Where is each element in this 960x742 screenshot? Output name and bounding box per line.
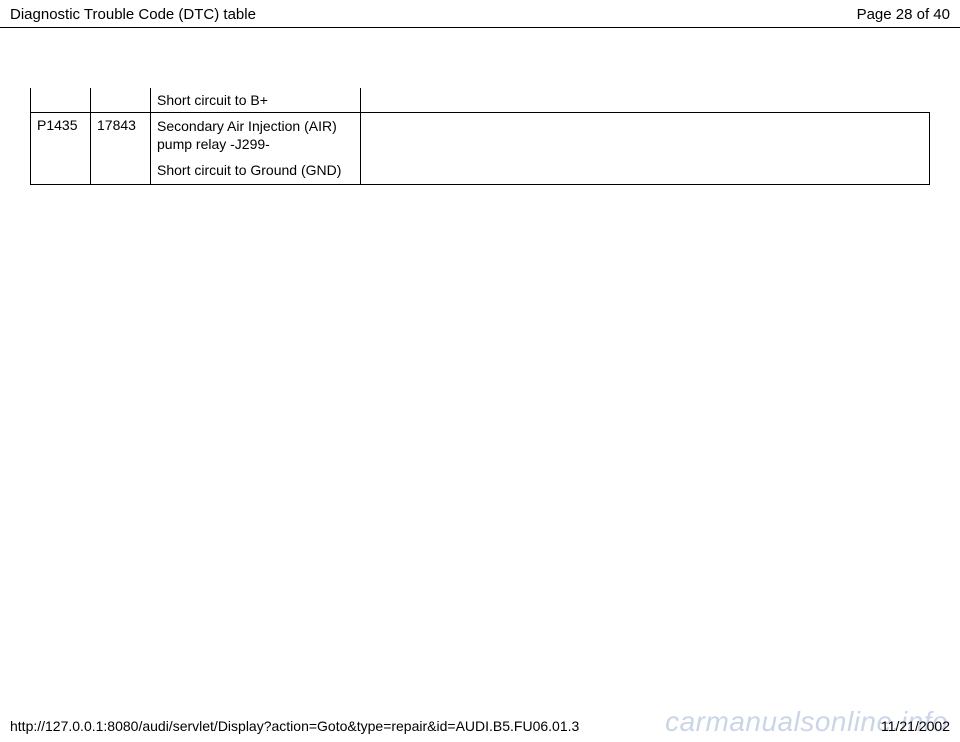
page-footer: http://127.0.0.1:8080/audi/servlet/Displ…: [10, 718, 950, 734]
page-number: Page 28 of 40: [857, 6, 950, 23]
page-content: Short circuit to B+ P1435 17843 Secondar…: [0, 28, 960, 185]
document-title: Diagnostic Trouble Code (DTC) table: [10, 6, 256, 23]
dtc-empty-cell: [361, 88, 930, 113]
table-row: P1435 17843 Secondary Air Injection (AIR…: [31, 113, 930, 185]
dtc-description-cell: Secondary Air Injection (AIR) pump relay…: [151, 113, 361, 185]
dtc-num-code-cell: [91, 88, 151, 113]
dtc-p-code-cell: P1435: [31, 113, 91, 185]
table-row: Short circuit to B+: [31, 88, 930, 113]
dtc-p-code-cell: [31, 88, 91, 113]
dtc-table: Short circuit to B+ P1435 17843 Secondar…: [30, 88, 930, 185]
dtc-empty-cell: [361, 113, 930, 185]
page-header: Diagnostic Trouble Code (DTC) table Page…: [0, 0, 960, 28]
dtc-description-line: Secondary Air Injection (AIR) pump relay…: [157, 117, 354, 153]
dtc-num-code-cell: 17843: [91, 113, 151, 185]
footer-url: http://127.0.0.1:8080/audi/servlet/Displ…: [10, 718, 579, 734]
dtc-description-cell: Short circuit to B+: [151, 88, 361, 113]
dtc-description-line: Short circuit to Ground (GND): [157, 161, 354, 179]
footer-date: 11/21/2002: [881, 718, 950, 734]
